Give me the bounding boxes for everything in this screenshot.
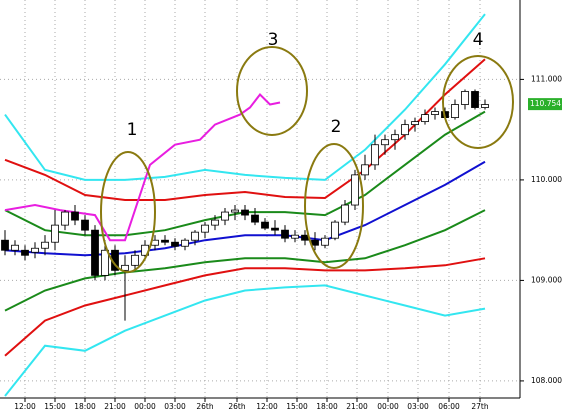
candle-body — [461, 91, 469, 105]
x-tick-label: 15:00 — [44, 402, 66, 411]
candle-body — [51, 224, 59, 243]
candle-body — [321, 237, 329, 246]
candle-body — [121, 264, 129, 271]
y-tick-label: 108.000 — [531, 376, 562, 385]
x-tick-label: 15:00 — [286, 402, 308, 411]
candle-body — [171, 241, 179, 247]
grid — [0, 0, 520, 398]
annotation: 3 — [268, 30, 279, 50]
x-tick-label: 00:00 — [377, 402, 399, 411]
candle-body — [41, 241, 49, 249]
y-tick-label: 109.000 — [531, 275, 562, 284]
x-tick-label: 18:00 — [74, 402, 96, 411]
band-line — [4, 257, 486, 357]
x-tick-label: 27th — [471, 402, 488, 411]
candle-body — [431, 111, 439, 115]
candle-body — [411, 121, 419, 126]
x-tick-label: 03:00 — [407, 402, 429, 411]
candle-body — [381, 139, 389, 146]
candle-body — [351, 174, 359, 206]
x-tick-label: 21:00 — [104, 402, 126, 411]
x-tick-label: 06:00 — [438, 402, 460, 411]
candle-body — [481, 104, 489, 108]
axes: 108.000 109.000 110.000 111.000 12:00 15:00 18… — [14, 74, 562, 411]
annotation: 1 — [127, 120, 138, 140]
candle-body — [91, 229, 99, 276]
candle-body — [131, 254, 139, 266]
band-line — [4, 13, 486, 181]
candle-body — [451, 104, 459, 118]
candle-body — [231, 209, 239, 213]
candle-body — [211, 219, 219, 226]
candle-body — [271, 227, 279, 231]
band-line — [4, 284, 486, 397]
ellipse — [442, 55, 514, 149]
ellipse — [236, 46, 308, 136]
candle-body — [391, 134, 399, 141]
candle-body — [371, 144, 379, 166]
annotation: 2 — [331, 117, 342, 137]
candle-body — [221, 211, 229, 221]
x-tick-label: 26th — [228, 402, 245, 411]
candle-body — [291, 234, 299, 239]
candle-body — [101, 249, 109, 276]
candle-body — [311, 239, 319, 246]
annotation-ellipses — [100, 46, 514, 273]
annotation: 4 — [473, 30, 484, 50]
candle-body — [31, 247, 39, 253]
candle-body — [21, 249, 29, 256]
candle-body — [11, 244, 19, 251]
candle-body — [251, 214, 259, 223]
candle-body — [161, 239, 169, 243]
candle-body — [261, 221, 269, 229]
x-tick-label: 18:00 — [316, 402, 338, 411]
candle-body — [81, 219, 89, 231]
candle-body — [71, 211, 79, 221]
x-tick-label: 03:00 — [164, 402, 186, 411]
x-tick-label: 12:00 — [14, 402, 36, 411]
candle-body — [301, 234, 309, 241]
candle-body — [1, 239, 9, 251]
x-tick-label: 21:00 — [346, 402, 368, 411]
y-tick-label: 111.000 — [531, 74, 562, 83]
band-line — [4, 209, 486, 312]
x-tick-label: 26th — [196, 402, 213, 411]
candle-body — [401, 124, 409, 136]
candle-body — [181, 239, 189, 247]
x-tick-label: 00:00 — [134, 402, 156, 411]
candle-body — [61, 211, 69, 226]
ellipse — [100, 151, 156, 273]
last-price-box — [528, 98, 562, 111]
last-price-label: 110.754 — [530, 99, 561, 108]
candle-body — [191, 231, 199, 241]
ellipse — [304, 143, 364, 269]
candle-body — [201, 224, 209, 233]
candle-body — [471, 91, 479, 108]
x-tick-label: 12:00 — [256, 402, 278, 411]
candle-body — [281, 229, 289, 239]
y-tick-label: 110.000 — [531, 175, 562, 184]
band-line — [4, 160, 486, 257]
candle-body — [421, 114, 429, 123]
candle-body — [241, 209, 249, 216]
candles — [1, 89, 489, 321]
candle-body — [331, 221, 339, 239]
candle-body — [341, 204, 349, 223]
candle-body — [361, 164, 369, 176]
